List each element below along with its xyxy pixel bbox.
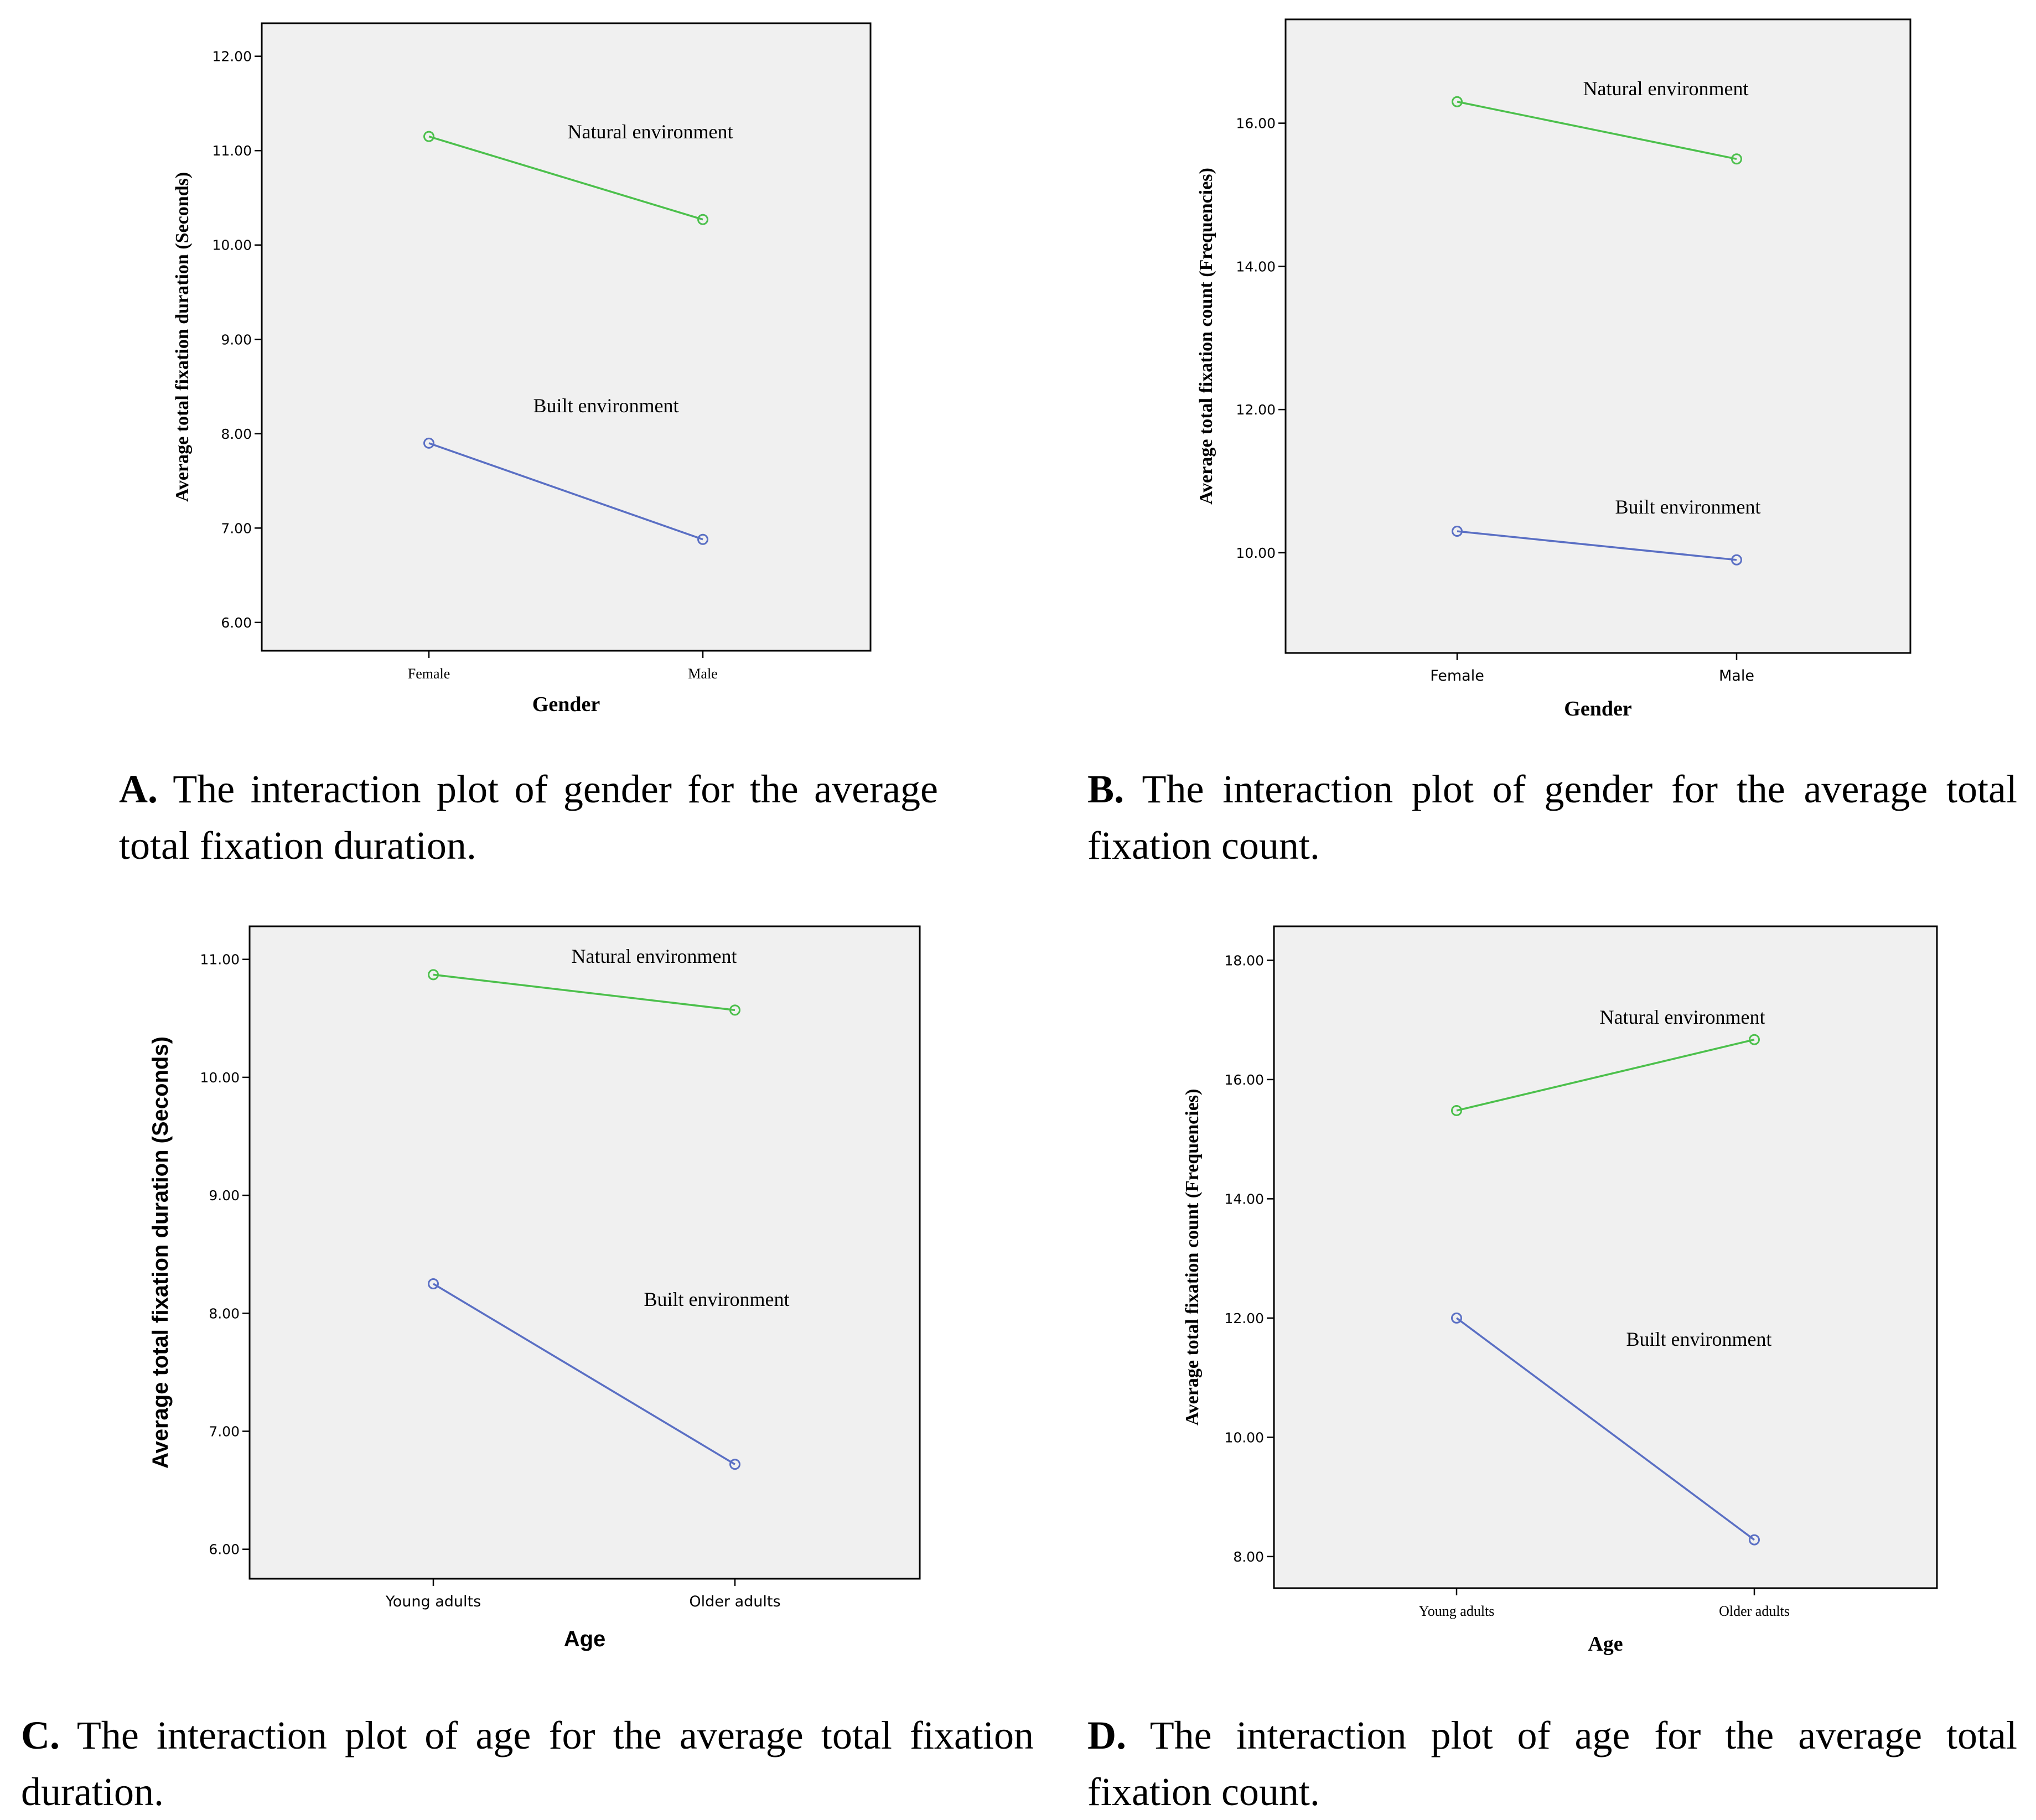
chart-a-xtick-label: Female [408, 666, 450, 682]
chart-b: 10.00 12.00 14.00 16.00 Female Male Gender Aver… [1196, 18, 1911, 720]
chart-b-data-point [1452, 526, 1463, 537]
caption-b: B. The interaction plot of gender for th… [1087, 761, 2017, 874]
chart-d-x-axis-title: Age [1588, 1632, 1623, 1656]
chart-c-data-point [729, 1459, 740, 1470]
chart-d-ytick-label: 16.00 [1224, 1072, 1264, 1088]
chart-d-data-point [1749, 1034, 1760, 1045]
chart-c-data-point [729, 1004, 740, 1016]
chart-c-series-label: Natural environment [572, 945, 737, 967]
chart-d-data-point [1749, 1534, 1760, 1546]
chart-c-ytick-label: 8.00 [209, 1305, 240, 1321]
chart-b-data-point [1731, 153, 1742, 165]
chart-b-ytick-label: 12.00 [1236, 402, 1276, 418]
chart-c-xtick-label: Older adults [689, 1593, 780, 1610]
chart-a-ytick-label: 12.00 [212, 49, 252, 65]
caption-d-text: The interaction plot of age for the aver… [1087, 1713, 2018, 1814]
chart-c-data-point [428, 969, 439, 981]
chart-d-series-label: Natural environment [1600, 1006, 1765, 1028]
chart-b-series-line [1457, 101, 1737, 160]
caption-d-letter: D. [1087, 1713, 1126, 1757]
chart-c-ytick-label: 9.00 [209, 1188, 240, 1204]
chart-a-ytick-label: 7.00 [221, 520, 252, 536]
caption-b-text: The interaction plot of gender for the a… [1087, 767, 2017, 868]
chart-d-series-line [1455, 1317, 1755, 1541]
chart-a-data-point [423, 437, 434, 449]
chart-b-series-label: Natural environment [1583, 77, 1749, 100]
chart-c-series-line [433, 1283, 735, 1465]
chart-a-series-line [428, 135, 703, 221]
chart-d-data-point [1451, 1105, 1462, 1116]
caption-d: D. The interaction plot of age for the a… [1087, 1707, 2017, 1820]
chart-b-ytick-label: 16.00 [1236, 116, 1276, 132]
chart-c-ytick-label: 6.00 [209, 1542, 240, 1558]
caption-b-letter: B. [1087, 767, 1125, 811]
chart-d-y-axis-title: Average total fixation count (Frequencie… [1182, 1089, 1203, 1426]
chart-c-series-line [433, 973, 735, 1012]
chart-d-data-point [1451, 1312, 1462, 1324]
chart-c-ytick-label: 10.00 [200, 1070, 240, 1086]
chart-b-xtick-label: Female [1430, 667, 1484, 685]
chart-d-ytick-label: 18.00 [1224, 952, 1264, 968]
chart-a: 6.00 7.00 8.00 9.00 10.00 11.00 12.00 Female Mal… [172, 22, 872, 716]
chart-a-series-label: Natural environment [568, 121, 733, 143]
chart-c-x-axis-title: Age [564, 1627, 606, 1651]
chart-c-ytick-label: 7.00 [209, 1423, 240, 1439]
chart-d-plot-area [1273, 925, 1938, 1589]
chart-a-xtick-label: Male [688, 666, 717, 682]
caption-a-letter: A. [119, 767, 158, 811]
chart-a-series-line [428, 442, 703, 541]
chart-d-series-label: Built environment [1626, 1328, 1772, 1350]
caption-a-text: The interaction plot of gender for the a… [119, 767, 938, 868]
chart-d-xtick-label: Young adults [1419, 1603, 1495, 1619]
chart-a-ytick-label: 11.00 [212, 143, 252, 159]
chart-b-x-axis-title: Gender [1564, 697, 1632, 720]
chart-d-series-line [1456, 1039, 1755, 1112]
caption-c-text: The interaction plot of age for the aver… [21, 1713, 1034, 1814]
chart-b-ytick-label: 14.00 [1236, 258, 1276, 274]
caption-c: C. The interaction plot of age for the a… [21, 1707, 1034, 1820]
chart-c-plot-area [248, 925, 921, 1580]
chart-b-y-axis-title: Average total fixation count (Frequencie… [1196, 168, 1216, 505]
chart-c-y-axis-title: Average total fixation duration (Seconds… [148, 1036, 173, 1469]
chart-d: 8.00 10.00 12.00 14.00 16.00 18.00 Young adult… [1182, 925, 1938, 1656]
chart-b-data-point [1731, 554, 1742, 566]
chart-c-series-label: Built environment [644, 1288, 790, 1310]
chart-c-xtick-label: Young adults [385, 1593, 481, 1610]
chart-b-data-point [1452, 96, 1463, 107]
chart-a-data-point [697, 533, 708, 545]
chart-d-ytick-label: 10.00 [1224, 1429, 1264, 1445]
chart-a-data-point [423, 131, 434, 142]
chart-c-data-point [428, 1278, 439, 1289]
caption-a: A. The interaction plot of gender for th… [119, 761, 938, 874]
chart-b-series-line [1457, 530, 1737, 561]
chart-a-data-point [697, 214, 708, 225]
chart-a-ytick-label: 9.00 [221, 331, 252, 348]
chart-d-ytick-label: 8.00 [1233, 1549, 1264, 1565]
chart-d-ytick-label: 12.00 [1224, 1310, 1264, 1326]
caption-c-letter: C. [21, 1713, 60, 1757]
chart-b-ytick-label: 10.00 [1236, 545, 1276, 561]
chart-a-y-axis-title: Average total fixation duration (Seconds… [172, 172, 193, 502]
chart-a-ytick-label: 6.00 [221, 615, 252, 631]
chart-a-ytick-label: 10.00 [212, 237, 252, 253]
chart-a-ytick-label: 8.00 [221, 426, 252, 442]
chart-b-plot-area [1284, 18, 1911, 654]
chart-b-xtick-label: Male [1719, 667, 1754, 685]
chart-d-xtick-label: Older adults [1719, 1603, 1790, 1619]
chart-a-x-axis-title: Gender [532, 693, 600, 716]
chart-c-ytick-label: 11.00 [200, 952, 240, 968]
chart-c: 6.00 7.00 8.00 9.00 10.00 11.00 Young adults Ol… [148, 925, 921, 1651]
chart-b-series-label: Built environment [1615, 496, 1761, 518]
chart-d-ytick-label: 14.00 [1224, 1191, 1264, 1207]
chart-a-series-label: Built environment [533, 395, 679, 417]
chart-a-plot-area [261, 22, 872, 652]
